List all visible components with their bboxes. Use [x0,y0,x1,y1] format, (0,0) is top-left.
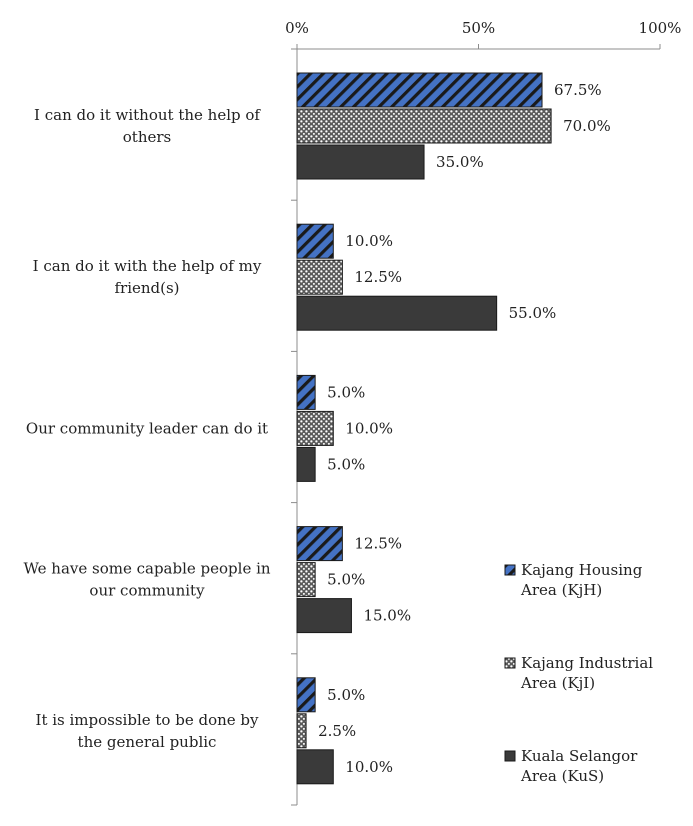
bar [296,259,343,295]
category-label-line: the general public [78,733,217,751]
data-label: 2.5% [318,722,356,740]
legend-label-line: Area (KjI) [520,674,595,692]
bar [296,713,307,749]
x-tick-label: 50% [462,19,495,37]
data-label: 15.0% [363,607,411,625]
category-label: We have some capable people in our commun… [23,560,270,600]
data-label: 70.0% [563,117,611,135]
data-label: 5.0% [327,571,365,589]
bar [296,677,316,713]
data-label: 12.5% [354,535,402,553]
legend-swatch [504,564,516,576]
bar [296,598,352,634]
bar [296,749,334,785]
data-label: 5.0% [327,686,365,704]
category-label: I can do it without the help of others [34,106,261,146]
legend-label-line: Area (KjH) [520,581,602,599]
legend-label-line: Area (KuS) [520,767,604,785]
bar [296,410,334,446]
bar [296,562,316,598]
legend-label: Kajang Housing Area (KjH) [520,561,643,599]
data-label: 5.0% [327,455,365,473]
category-label: I can do it with the help of my friend(s) [33,257,262,297]
data-label: 67.5% [554,81,602,99]
category-label-line: Our community leader can do it [26,419,268,437]
category-label-line: others [123,128,171,146]
bar [296,446,316,482]
legend-label-line: Kajang Industrial [521,654,653,672]
legend: Kajang Housing Area (KjH) Kajang Industria… [504,561,653,785]
data-label: 12.5% [354,268,402,286]
category-label-line: It is impossible to be done by [36,711,259,729]
bar [296,72,543,108]
data-label: 10.0% [345,758,393,776]
data-label: 35.0% [436,153,484,171]
bar [296,374,316,410]
category-label: Our community leader can do it [26,419,268,437]
data-label: 10.0% [345,232,393,250]
data-label: 10.0% [345,419,393,437]
bar [296,223,334,259]
legend-swatch [504,750,516,762]
x-tick-label: 100% [639,19,682,37]
category-label: It is impossible to be done by the genera… [36,711,259,751]
category-label-line: I can do it without the help of [34,106,261,124]
plot-area: 0% 50% 100% I can do it without the help of… [23,19,682,806]
data-label: 55.0% [509,304,557,322]
legend-label-line: Kuala Selangor [521,747,638,765]
bar [296,144,425,180]
x-tick-label: 0% [285,19,309,37]
bar [296,108,552,144]
data-label: 5.0% [327,383,365,401]
category-label-line: I can do it with the help of my [33,257,262,275]
bar [296,526,343,562]
bar [296,295,498,331]
legend-label: Kuala Selangor Area (KuS) [520,747,638,785]
legend-label-line: Kajang Housing [521,561,643,579]
category-label-line: We have some capable people in [23,560,270,578]
legend-label: Kajang Industrial Area (KjI) [520,654,653,692]
category-label-line: friend(s) [114,279,179,297]
category-label-line: our community [89,582,205,600]
legend-swatch [504,657,516,669]
